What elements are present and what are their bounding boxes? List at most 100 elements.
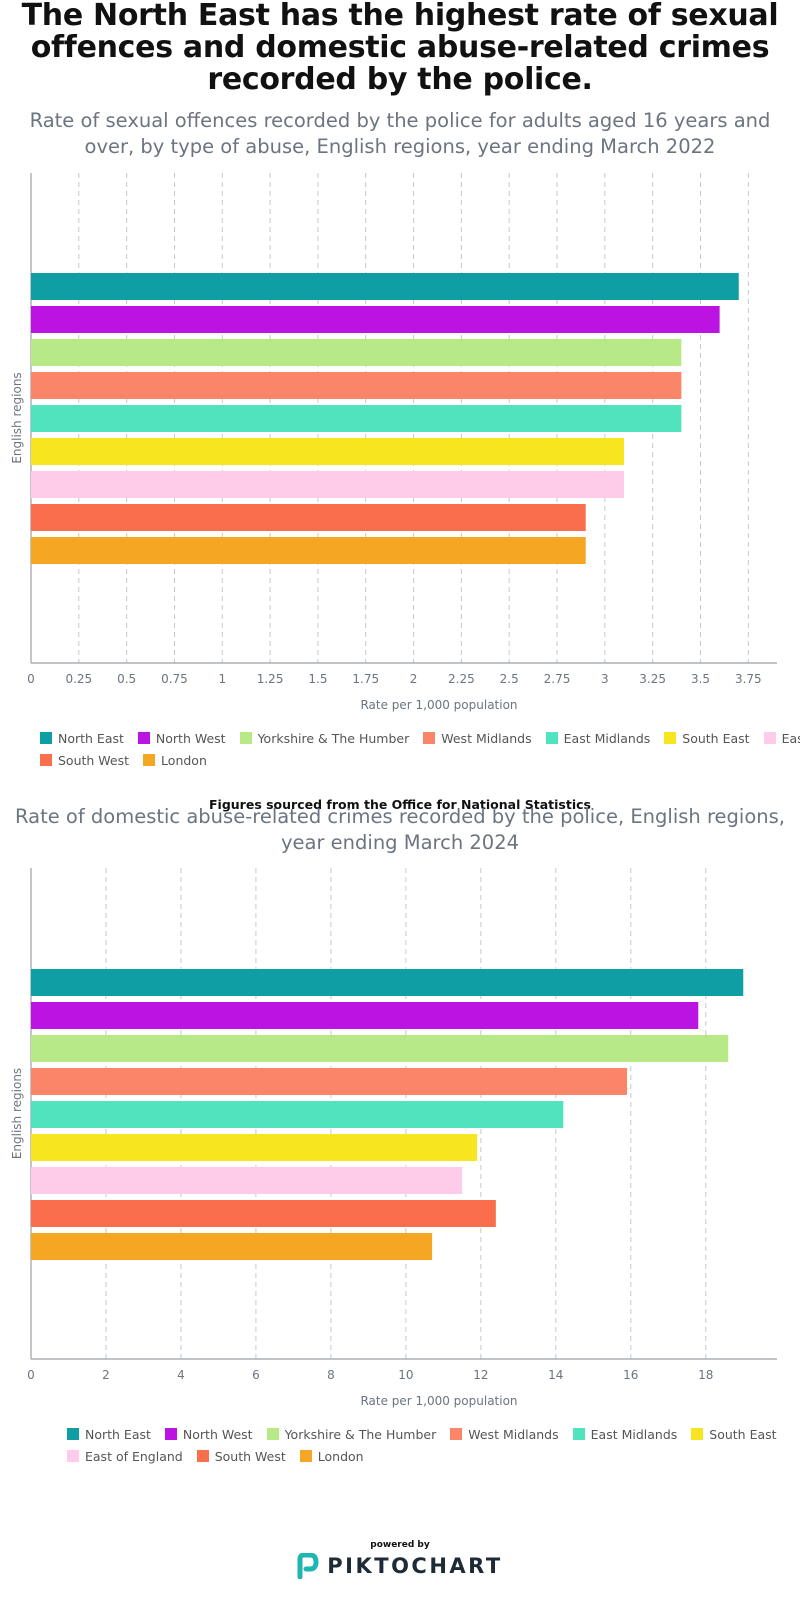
piktochart-icon: [297, 1553, 319, 1579]
legend-swatch: [572, 1428, 585, 1440]
x-tick-label: 3: [601, 672, 609, 686]
legend-item[interactable]: North West: [164, 1426, 253, 1442]
bar-south-east[interactable]: [31, 438, 624, 465]
brand-name: PIKTOCHART: [327, 1554, 503, 1578]
legend-item[interactable]: North East: [67, 1427, 151, 1442]
chart-2: 0 2 4 6 8 10 12 14 16 18 Rate per 1,000 population…: [10, 868, 777, 1408]
legend-label: Yorkshire & The Humber: [284, 1426, 437, 1442]
y-axis-label: English regions: [10, 372, 24, 463]
x-tick-label: 6: [252, 1368, 260, 1382]
x-tick-label: 2.75: [544, 672, 571, 686]
legend-swatch: [143, 754, 156, 766]
bar-london[interactable]: [31, 537, 586, 564]
y-axis-label: English regions: [10, 1068, 24, 1159]
legend-swatch: [67, 1450, 79, 1462]
x-tick-label: 18: [698, 1368, 713, 1382]
legend-label: London: [317, 1448, 364, 1464]
bar-north-west[interactable]: [31, 306, 720, 333]
legend-item[interactable]: East of England: [67, 1449, 183, 1464]
legend-swatch: [40, 754, 52, 766]
legend-swatch: [67, 1428, 79, 1440]
x-tick-label: 1.5: [308, 672, 327, 686]
x-tick-label: 16: [623, 1368, 638, 1382]
bar-east[interactable]: [31, 471, 624, 498]
legend-item[interactable]: East Midlands: [545, 730, 651, 746]
legend-swatch: [299, 1450, 312, 1462]
x-tick-label: 0: [27, 672, 35, 686]
legend-swatch: [40, 732, 52, 744]
legend-label: Yorkshire & The Humber: [257, 730, 410, 746]
legend-row: South West London: [40, 749, 800, 771]
legend-swatch: [164, 1428, 177, 1440]
page-title: The North East has the highest rate of s…: [21, 0, 779, 97]
powered-by-label: powered by: [370, 1540, 430, 1550]
bar-north-east[interactable]: [31, 273, 739, 300]
chart-1: 0 0.25 0.5 0.75 1 1.25 1.5 1.75 2 2.25 2.5 2.75 3 3.2…: [10, 173, 777, 712]
legend-row: East of England South West London: [67, 1445, 777, 1467]
legend-item[interactable]: South West: [196, 1449, 286, 1464]
x-tick-label: 8: [327, 1368, 335, 1382]
legend-item[interactable]: London: [299, 1448, 364, 1464]
chart-1-title: Rate of sexual offences recorded by the …: [29, 109, 771, 158]
legend-label: East of England: [85, 1448, 183, 1464]
piktochart-logo[interactable]: PIKTOCHART: [0, 1553, 800, 1579]
x-axis-label: Rate per 1,000 population: [360, 1394, 517, 1408]
legend-label: North East: [58, 730, 124, 746]
legend-item[interactable]: Yorkshire & The Humber: [239, 730, 410, 746]
legend-item[interactable]: London: [143, 753, 207, 768]
bar-yorkshire-the-humber[interactable]: [31, 339, 682, 366]
chart-2-title: Rate of domestic abuse-related crimes re…: [15, 805, 785, 854]
legend-label: South East: [682, 730, 750, 746]
legend-item[interactable]: South West: [40, 753, 129, 768]
bar-north-east[interactable]: [31, 969, 744, 996]
bar-south-east[interactable]: [31, 1134, 478, 1161]
legend-item[interactable]: East: [763, 731, 800, 746]
legend-item[interactable]: West Midlands: [450, 1427, 559, 1442]
legend-item[interactable]: West Midlands: [423, 731, 532, 746]
legend-item[interactable]: South East: [664, 730, 750, 746]
chart-2-legend: North East North West Yorkshire & The Humb…: [67, 1423, 777, 1467]
bar-north-west[interactable]: [31, 1002, 699, 1029]
legend-label: South East: [709, 1426, 777, 1442]
bar-south-west[interactable]: [31, 504, 586, 531]
legend-swatch: [763, 732, 776, 744]
bar-east-midlands[interactable]: [31, 1101, 564, 1128]
legend-label: North West: [155, 730, 226, 746]
legend-item[interactable]: South East: [691, 1426, 777, 1442]
legend-item[interactable]: Yorkshire & The Humber: [266, 1426, 437, 1442]
bar-west-midlands[interactable]: [31, 1068, 628, 1095]
x-tick-label: 2.25: [448, 672, 475, 686]
x-tick-label: 0.75: [161, 672, 188, 686]
x-tick-label: 1.25: [257, 672, 284, 686]
x-tick-label: 0: [27, 1368, 35, 1382]
bar-east-of-england[interactable]: [31, 1167, 463, 1194]
legend-swatch: [664, 732, 677, 744]
bar-west-midlands[interactable]: [31, 372, 682, 399]
legend-label: London: [161, 752, 207, 768]
chart-1-legend: North East North West Yorkshire & The Humb…: [40, 727, 800, 771]
legend-swatch: [691, 1428, 704, 1440]
bar-south-west[interactable]: [31, 1200, 496, 1227]
x-tick-label: 0.5: [117, 672, 136, 686]
legend-swatch: [239, 732, 252, 744]
x-tick-label: 2: [410, 672, 418, 686]
legend-item[interactable]: North East: [40, 731, 124, 746]
x-axis-label: Rate per 1,000 population: [360, 698, 517, 712]
legend-item[interactable]: North West: [137, 730, 226, 746]
legend-swatch: [196, 1450, 209, 1462]
x-tick-label: 2: [102, 1368, 110, 1382]
bar-yorkshire-the-humber[interactable]: [31, 1035, 729, 1062]
legend-label: East Midlands: [563, 730, 651, 746]
x-tick-label: 14: [548, 1368, 563, 1382]
x-tick-label: 3.75: [735, 672, 762, 686]
x-tick-label: 12: [473, 1368, 488, 1382]
legend-swatch: [450, 1428, 463, 1440]
bar-london[interactable]: [31, 1233, 433, 1260]
legend-row: North East North West Yorkshire & The Humb…: [40, 727, 800, 749]
bar-east-midlands[interactable]: [31, 405, 682, 432]
legend-label: North West: [182, 1426, 253, 1442]
legend-item[interactable]: East Midlands: [572, 1427, 677, 1442]
x-tick-label: 10: [398, 1368, 413, 1382]
x-tick-label: 0.25: [65, 672, 92, 686]
source-note: Figures sourced from the Office for Nati…: [209, 797, 591, 812]
